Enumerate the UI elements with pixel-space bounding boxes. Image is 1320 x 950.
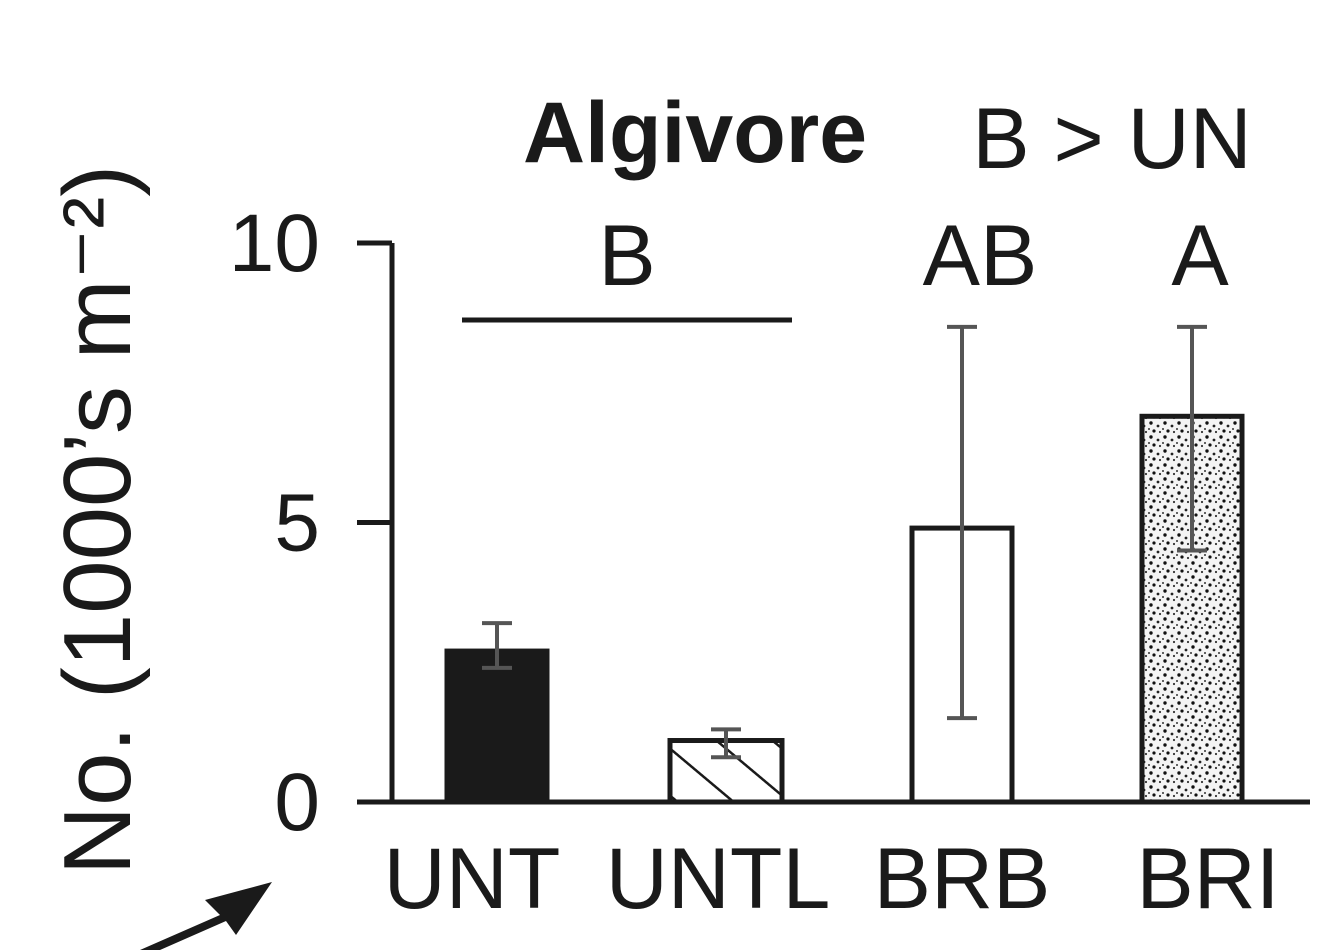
bar-brb — [909, 525, 1015, 805]
y-tick-label: 5 — [274, 478, 320, 569]
significance-label-b: B — [598, 208, 655, 304]
bar-unt — [444, 648, 550, 805]
error-bar-brb — [947, 324, 977, 721]
y-tick-label: 0 — [274, 757, 320, 848]
significance-label-a: A — [1171, 208, 1229, 304]
y-tick-label: 10 — [229, 198, 320, 289]
significance-label-ab: AB — [923, 208, 1038, 304]
error-bar-unt — [482, 621, 512, 670]
x-tick-label-untl: UNTL — [606, 831, 831, 927]
x-tick-label-brb: BRB — [874, 831, 1051, 927]
arrow-icon — [140, 882, 272, 950]
error-bar-bri — [1177, 324, 1207, 553]
chart-title: Algivore — [523, 85, 867, 181]
error-bar-untl — [711, 727, 741, 760]
y-axis-label: No. (1000’s m⁻²) — [44, 165, 151, 875]
comparison-note: B > UN — [972, 91, 1252, 187]
x-tick-label-unt: UNT — [384, 831, 561, 927]
x-tick-label-bri: BRI — [1136, 831, 1279, 927]
